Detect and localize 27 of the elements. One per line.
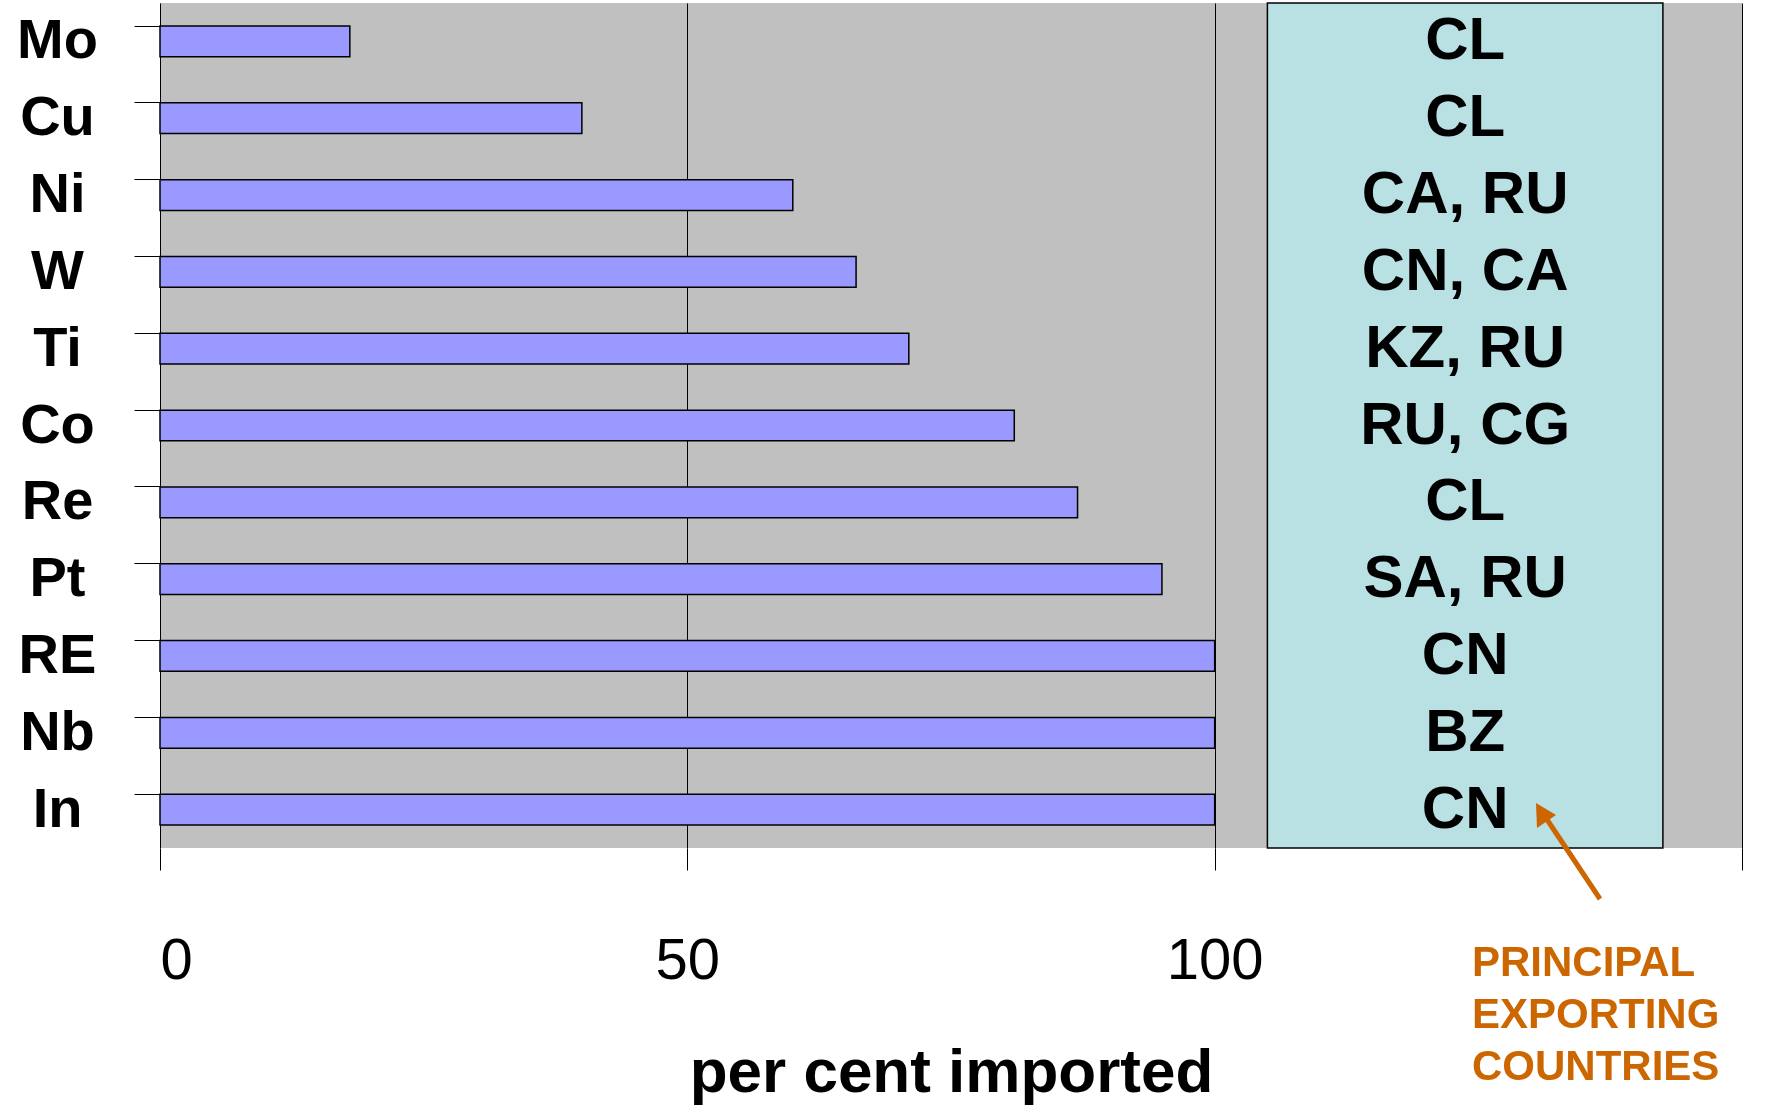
- y-tick-label: In: [32, 775, 83, 839]
- y-tick-label: Mo: [17, 7, 98, 71]
- annotation: BZ: [1425, 696, 1506, 764]
- x-axis-title: per cent imported: [689, 1035, 1214, 1105]
- annotation: CN: [1421, 773, 1509, 841]
- annotation: CL: [1425, 466, 1506, 534]
- y-tick-label: Ni: [29, 161, 86, 225]
- y-tick-label: Pt: [29, 545, 86, 609]
- annotation: CL: [1425, 5, 1506, 73]
- annotation: CN, CA: [1361, 235, 1569, 303]
- annotation: CN: [1421, 619, 1509, 687]
- x-tick-label: 0: [160, 925, 193, 991]
- annotation: CL: [1425, 82, 1506, 150]
- x-tick-label: 50: [655, 925, 721, 991]
- annotation: KZ, RU: [1365, 312, 1566, 380]
- text: PRINCIPAL EXPORTING COUNTRIES: [1472, 937, 1721, 1091]
- y-tick-label: Ti: [33, 314, 82, 378]
- y-tick-label: RE: [18, 621, 97, 685]
- y-tick-label: W: [31, 237, 85, 301]
- annotation: RU, CG: [1360, 389, 1571, 457]
- x-tick-label: 100: [1166, 925, 1264, 991]
- y-tick-label: Cu: [20, 84, 95, 148]
- annotation: CA, RU: [1361, 159, 1569, 227]
- y-tick-label: Nb: [20, 698, 95, 762]
- y-tick-label: Re: [21, 468, 94, 532]
- y-tick-label: Co: [20, 391, 95, 455]
- annotation: SA, RU: [1363, 543, 1567, 611]
